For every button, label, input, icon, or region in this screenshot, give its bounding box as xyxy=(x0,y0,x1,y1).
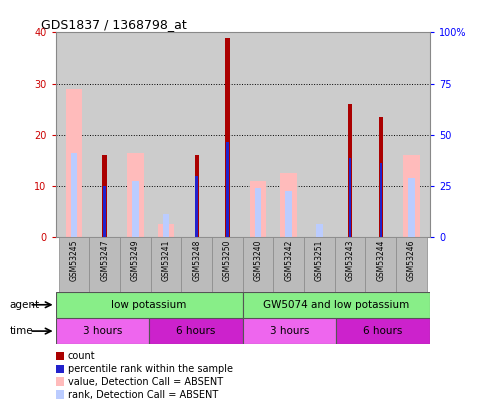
Text: GSM53249: GSM53249 xyxy=(131,240,140,281)
Text: GSM53243: GSM53243 xyxy=(346,240,355,281)
Text: GSM53240: GSM53240 xyxy=(254,240,263,281)
Bar xyxy=(225,38,229,237)
Text: GSM53247: GSM53247 xyxy=(100,240,109,281)
Text: 3 hours: 3 hours xyxy=(83,326,122,336)
Text: low potassium: low potassium xyxy=(112,300,187,310)
Bar xyxy=(181,237,212,292)
Bar xyxy=(243,237,273,292)
Bar xyxy=(56,292,242,318)
Bar xyxy=(273,237,304,292)
Bar xyxy=(149,318,242,344)
Bar xyxy=(379,117,383,237)
Bar xyxy=(89,237,120,292)
Bar xyxy=(163,214,170,237)
Bar xyxy=(56,318,149,344)
Text: GDS1837 / 1368798_at: GDS1837 / 1368798_at xyxy=(41,18,186,31)
Bar xyxy=(255,188,261,237)
Bar xyxy=(380,163,382,237)
Bar xyxy=(304,237,335,292)
Bar xyxy=(366,237,396,292)
Text: GSM53244: GSM53244 xyxy=(376,240,385,281)
Bar xyxy=(242,292,430,318)
Bar xyxy=(226,142,228,237)
Bar xyxy=(120,237,151,292)
Bar xyxy=(103,186,106,237)
Bar xyxy=(408,178,415,237)
Text: GW5074 and low potassium: GW5074 and low potassium xyxy=(263,300,410,310)
Bar xyxy=(285,191,292,237)
Bar xyxy=(127,153,144,237)
Text: percentile rank within the sample: percentile rank within the sample xyxy=(68,364,233,374)
Bar xyxy=(102,155,107,237)
Text: value, Detection Call = ABSENT: value, Detection Call = ABSENT xyxy=(68,377,223,387)
Bar xyxy=(349,158,351,237)
Bar xyxy=(132,181,139,237)
Text: 6 hours: 6 hours xyxy=(363,326,403,336)
Bar xyxy=(58,237,89,292)
Text: GSM53250: GSM53250 xyxy=(223,240,232,281)
Bar xyxy=(250,181,267,237)
Bar xyxy=(348,104,352,237)
Text: time: time xyxy=(10,326,33,336)
Text: GSM53246: GSM53246 xyxy=(407,240,416,281)
Text: GSM53248: GSM53248 xyxy=(192,240,201,281)
Bar xyxy=(280,173,297,237)
Bar xyxy=(212,237,243,292)
Bar xyxy=(66,89,83,237)
Bar xyxy=(195,155,199,237)
Text: GSM53251: GSM53251 xyxy=(315,240,324,281)
Bar xyxy=(151,237,181,292)
Bar xyxy=(157,224,174,237)
Text: count: count xyxy=(68,351,95,361)
Bar xyxy=(335,237,366,292)
Text: rank, Detection Call = ABSENT: rank, Detection Call = ABSENT xyxy=(68,390,218,400)
Text: GSM53242: GSM53242 xyxy=(284,240,293,281)
Text: agent: agent xyxy=(10,300,40,310)
Bar xyxy=(336,318,430,344)
Bar xyxy=(242,318,336,344)
Text: GSM53245: GSM53245 xyxy=(70,240,78,281)
Bar xyxy=(71,153,77,237)
Text: 3 hours: 3 hours xyxy=(270,326,309,336)
Bar xyxy=(396,237,427,292)
Bar xyxy=(316,224,323,237)
Bar xyxy=(196,176,198,237)
Text: GSM53241: GSM53241 xyxy=(161,240,170,281)
Text: 6 hours: 6 hours xyxy=(176,326,215,336)
Bar xyxy=(403,155,420,237)
